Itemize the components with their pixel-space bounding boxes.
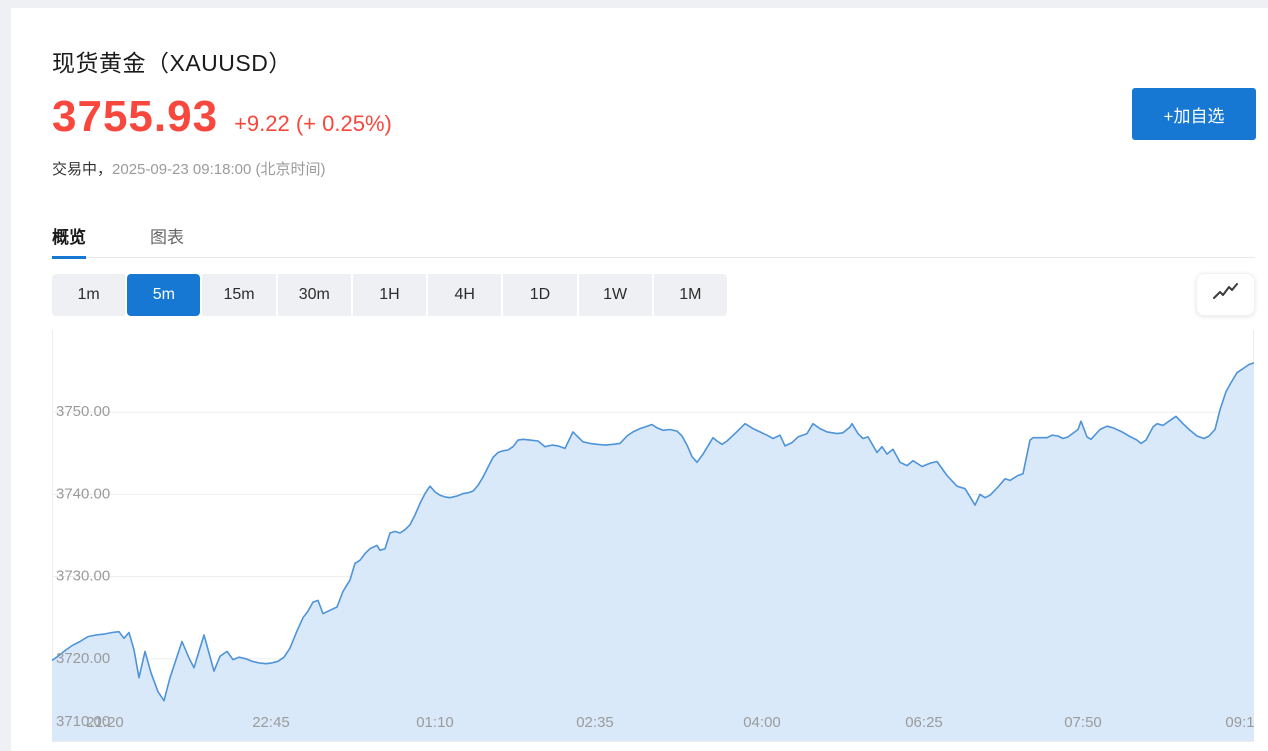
svg-text:09:1: 09:1 bbox=[1225, 714, 1254, 731]
trading-status: 交易中， bbox=[52, 161, 113, 178]
line-chart-icon bbox=[1212, 283, 1239, 306]
add-watchlist-button[interactable]: +加自选 bbox=[1132, 88, 1256, 140]
svg-text:3730.00: 3730.00 bbox=[56, 568, 110, 585]
svg-text:06:25: 06:25 bbox=[905, 714, 943, 731]
timeframe-30m[interactable]: 30m bbox=[277, 274, 351, 316]
tab-chart[interactable]: 图表 bbox=[150, 214, 184, 257]
quote-panel: 现货黄金（XAUUSD） +加自选 3755.93 +9.22 (+ 0.25%… bbox=[11, 8, 1268, 751]
tab-bar: 概览 图表 bbox=[52, 214, 1255, 259]
svg-text:02:35: 02:35 bbox=[576, 714, 614, 731]
last-price: 3755.93 bbox=[52, 92, 219, 141]
chart-toolbar: 1m 5m 15m 30m 1H 4H 1D 1W 1M bbox=[52, 273, 1255, 316]
svg-text:04:00: 04:00 bbox=[743, 714, 781, 731]
timeframe-1M[interactable]: 1M bbox=[653, 274, 727, 316]
tab-chart-label: 图表 bbox=[150, 228, 184, 247]
svg-text:3710.00: 3710.00 bbox=[56, 713, 110, 730]
svg-text:3750.00: 3750.00 bbox=[56, 403, 110, 420]
timeframe-15m[interactable]: 15m bbox=[202, 274, 276, 316]
timeframe-1W[interactable]: 1W bbox=[578, 274, 652, 316]
price-chart[interactable]: 3750.00 3740.00 3730.00 3720.00 3710.00 21:20… bbox=[52, 330, 1254, 742]
price-row: 3755.93 +9.22 (+ 0.25%) bbox=[52, 92, 392, 142]
svg-text:07:50: 07:50 bbox=[1064, 714, 1102, 731]
timeframe-4H[interactable]: 4H bbox=[428, 274, 502, 316]
timeframe-1H[interactable]: 1H bbox=[352, 274, 427, 316]
timeframe-1m[interactable]: 1m bbox=[52, 274, 126, 316]
svg-text:22:45: 22:45 bbox=[252, 714, 290, 731]
tab-overview[interactable]: 概览 bbox=[52, 214, 86, 259]
price-change: +9.22 (+ 0.25%) bbox=[234, 111, 392, 136]
svg-text:3740.00: 3740.00 bbox=[56, 485, 110, 502]
svg-text:21:20: 21:20 bbox=[86, 714, 124, 731]
chart-type-button[interactable] bbox=[1196, 273, 1255, 316]
timeframe-5m[interactable]: 5m bbox=[127, 274, 201, 316]
timeframe-selector: 1m 5m 15m 30m 1H 4H 1D 1W 1M bbox=[52, 274, 727, 316]
svg-text:01:10: 01:10 bbox=[416, 714, 454, 731]
instrument-title: 现货黄金（XAUUSD） bbox=[52, 50, 292, 76]
tab-overview-label: 概览 bbox=[52, 228, 86, 247]
status-row: 交易中，2025-09-23 09:18:00 (北京时间) bbox=[52, 158, 325, 179]
svg-text:3720.00: 3720.00 bbox=[56, 650, 110, 667]
timeframe-1D[interactable]: 1D bbox=[503, 274, 577, 316]
quote-timestamp: 2025-09-23 09:18:00 (北京时间) bbox=[112, 161, 326, 178]
